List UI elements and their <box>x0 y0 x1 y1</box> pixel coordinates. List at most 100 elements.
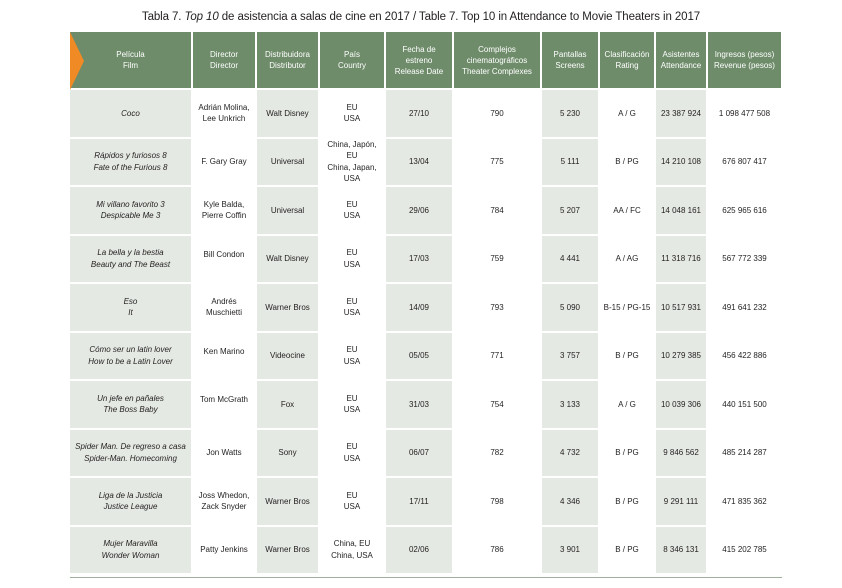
cell-distributor: Warner Bros <box>256 477 320 527</box>
cell-rating: A / G <box>599 89 656 139</box>
cell-distributor: Videocine <box>256 331 320 381</box>
cell-release-date: 05/05 <box>385 331 454 381</box>
cell-revenue: 625 965 616 <box>707 186 783 236</box>
cell-release-date: 27/10 <box>385 89 454 139</box>
table-row: Spider Man. De regreso a casa Spider-Man.… <box>70 428 783 478</box>
cell-release-date: 14/09 <box>385 283 454 333</box>
cell-theater-complexes: 793 <box>453 283 542 333</box>
col-header-theater-complexes: Complejos cinematográficos Theater Comple… <box>453 32 542 90</box>
cell-attendance: 10 517 931 <box>655 283 708 333</box>
cell-revenue: 485 214 287 <box>707 428 783 478</box>
table-row: Liga de la Justicia Justice League Joss Wh… <box>70 477 783 527</box>
cell-theater-complexes: 782 <box>453 428 542 478</box>
cell-country: China, Japón, EU China, Japan, USA <box>319 137 386 187</box>
cell-screens: 4 346 <box>541 477 600 527</box>
table-row: Coco Adrián Molina, Lee Unkrich Walt Disney… <box>70 89 783 139</box>
col-header-revenue: Ingresos (pesos) Revenue (pesos) <box>707 32 783 90</box>
cell-screens: 3 133 <box>541 380 600 430</box>
cell-director: Patty Jenkins <box>192 525 257 575</box>
cell-distributor: Walt Disney <box>256 234 320 284</box>
cell-rating: A / G <box>599 380 656 430</box>
cell-film: Cómo ser un latin lover How to be a Latin… <box>70 331 193 381</box>
cell-release-date: 06/07 <box>385 428 454 478</box>
col-header-release-date: Fecha de estreno Release Date <box>385 32 454 90</box>
attendance-table: Película Film Director Director Distribuid… <box>70 32 783 575</box>
orange-arrow-marker <box>70 32 84 90</box>
cell-release-date: 17/11 <box>385 477 454 527</box>
cell-distributor: Walt Disney <box>256 89 320 139</box>
cell-attendance: 14 210 108 <box>655 137 708 187</box>
cell-attendance: 9 846 562 <box>655 428 708 478</box>
cell-film: Coco <box>70 89 193 139</box>
cell-distributor: Warner Bros <box>256 283 320 333</box>
cell-screens: 5 207 <box>541 186 600 236</box>
cell-film: Mi villano favorito 3 Despicable Me 3 <box>70 186 193 236</box>
cell-revenue: 491 641 232 <box>707 283 783 333</box>
cell-theater-complexes: 790 <box>453 89 542 139</box>
cell-director: Kyle Balda, Pierre Coffin <box>192 186 257 236</box>
cell-film: Eso It <box>70 283 193 333</box>
cell-country: EU USA <box>319 89 386 139</box>
table-row: Mujer Maravilla Wonder Woman Patty Jenkins… <box>70 525 783 575</box>
cell-director: Ken Marino <box>192 331 257 381</box>
header-row: Película Film Director Director Distribuid… <box>70 32 783 90</box>
cell-revenue: 567 772 339 <box>707 234 783 284</box>
table-bottom-rule <box>70 577 782 578</box>
table-row: La bella y la bestia Beauty and The Beast… <box>70 234 783 284</box>
cell-country: EU USA <box>319 234 386 284</box>
cell-director: Andrés Muschietti <box>192 283 257 333</box>
cell-attendance: 10 039 306 <box>655 380 708 430</box>
cell-film: Spider Man. De regreso a casa Spider-Man.… <box>70 428 193 478</box>
col-header-attendance: Asistentes Attendance <box>655 32 708 90</box>
cell-revenue: 1 098 477 508 <box>707 89 783 139</box>
cell-country: EU USA <box>319 380 386 430</box>
table-body: Coco Adrián Molina, Lee Unkrich Walt Disney… <box>70 89 783 575</box>
cell-country: EU USA <box>319 477 386 527</box>
cell-release-date: 17/03 <box>385 234 454 284</box>
cell-country: EU USA <box>319 331 386 381</box>
cell-rating: B / PG <box>599 525 656 575</box>
cell-attendance: 14 048 161 <box>655 186 708 236</box>
cell-rating: B / PG <box>599 428 656 478</box>
table-row: Cómo ser un latin lover How to be a Latin… <box>70 331 783 381</box>
col-header-screens: Pantallas Screens <box>541 32 600 90</box>
cell-theater-complexes: 775 <box>453 137 542 187</box>
cell-film: Rápidos y furiosos 8 Fate of the Furious … <box>70 137 193 187</box>
cell-rating: B / PG <box>599 331 656 381</box>
col-header-film: Película Film <box>70 32 193 90</box>
cell-release-date: 13/04 <box>385 137 454 187</box>
table-row: Rápidos y furiosos 8 Fate of the Furious … <box>70 137 783 187</box>
cell-screens: 5 090 <box>541 283 600 333</box>
cell-theater-complexes: 798 <box>453 477 542 527</box>
cell-rating: A / AG <box>599 234 656 284</box>
cell-rating: B / PG <box>599 137 656 187</box>
cell-country: EU USA <box>319 283 386 333</box>
cell-director: Tom McGrath <box>192 380 257 430</box>
cell-director: Adrián Molina, Lee Unkrich <box>192 89 257 139</box>
cell-country: EU USA <box>319 428 386 478</box>
cell-rating: AA / FC <box>599 186 656 236</box>
cell-screens: 3 757 <box>541 331 600 381</box>
col-header-rating: Clasificación Rating <box>599 32 656 90</box>
cell-rating: B-15 / PG-15 <box>599 283 656 333</box>
cell-film: La bella y la bestia Beauty and The Beast <box>70 234 193 284</box>
cell-revenue: 415 202 785 <box>707 525 783 575</box>
col-header-director: Director Director <box>192 32 257 90</box>
cell-revenue: 676 807 417 <box>707 137 783 187</box>
cell-release-date: 02/06 <box>385 525 454 575</box>
cell-director: F. Gary Gray <box>192 137 257 187</box>
cell-attendance: 10 279 385 <box>655 331 708 381</box>
col-header-country: País Country <box>319 32 386 90</box>
cell-revenue: 471 835 362 <box>707 477 783 527</box>
cell-screens: 4 441 <box>541 234 600 284</box>
cell-revenue: 456 422 886 <box>707 331 783 381</box>
cell-screens: 5 111 <box>541 137 600 187</box>
cell-attendance: 11 318 716 <box>655 234 708 284</box>
cell-screens: 5 230 <box>541 89 600 139</box>
cell-theater-complexes: 771 <box>453 331 542 381</box>
cell-director: Joss Whedon, Zack Snyder <box>192 477 257 527</box>
cell-release-date: 29/06 <box>385 186 454 236</box>
cell-country: China, EU China, USA <box>319 525 386 575</box>
cell-attendance: 9 291 111 <box>655 477 708 527</box>
cell-distributor: Fox <box>256 380 320 430</box>
